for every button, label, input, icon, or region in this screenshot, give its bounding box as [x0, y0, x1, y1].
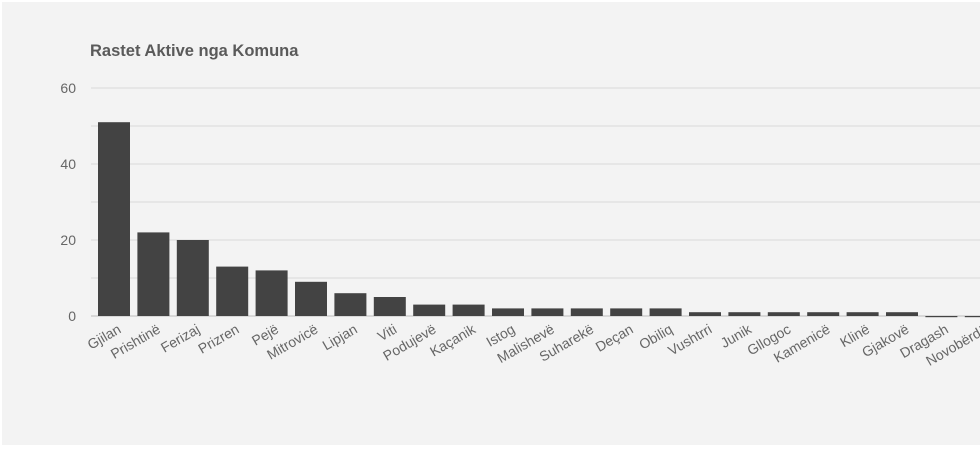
- bar: [767, 312, 800, 316]
- y-tick-label: 0: [68, 308, 76, 324]
- bar: [807, 312, 840, 316]
- bar: [137, 232, 170, 316]
- bar: [964, 316, 980, 318]
- x-tick-label: Deçan: [593, 321, 636, 355]
- bar: [492, 308, 524, 316]
- bar: [216, 266, 249, 316]
- bar: [452, 304, 485, 316]
- bar: [610, 308, 643, 316]
- chart-title: Rastet Aktive nga Komuna: [90, 42, 299, 60]
- bar: [295, 281, 327, 316]
- x-tick-label: Prizren: [195, 321, 241, 357]
- bar: [176, 240, 209, 316]
- bar: [728, 312, 761, 316]
- bar: [413, 304, 446, 316]
- bar: [531, 308, 564, 316]
- x-tick-label: Ferizaj: [158, 321, 202, 356]
- bar: [98, 122, 130, 316]
- bar: [886, 312, 918, 316]
- y-tick-label: 40: [60, 156, 76, 172]
- chart-panel: Rastet Aktive nga Komuna 0 20 40 60 Gjilan Pr…: [2, 2, 980, 445]
- bar: [373, 297, 406, 316]
- bar: [570, 308, 603, 316]
- bar: [649, 308, 682, 316]
- bar: [255, 270, 288, 316]
- bar: [689, 312, 721, 316]
- y-tick-label: 20: [60, 232, 76, 248]
- x-tick-label: Lipjan: [320, 321, 360, 354]
- x-tick-label: Kaçanik: [427, 320, 479, 359]
- bar: [846, 312, 879, 316]
- x-tick-label: Vushtrri: [665, 321, 714, 359]
- bar: [334, 293, 367, 316]
- y-tick-label: 60: [60, 80, 76, 96]
- bar: [925, 316, 958, 318]
